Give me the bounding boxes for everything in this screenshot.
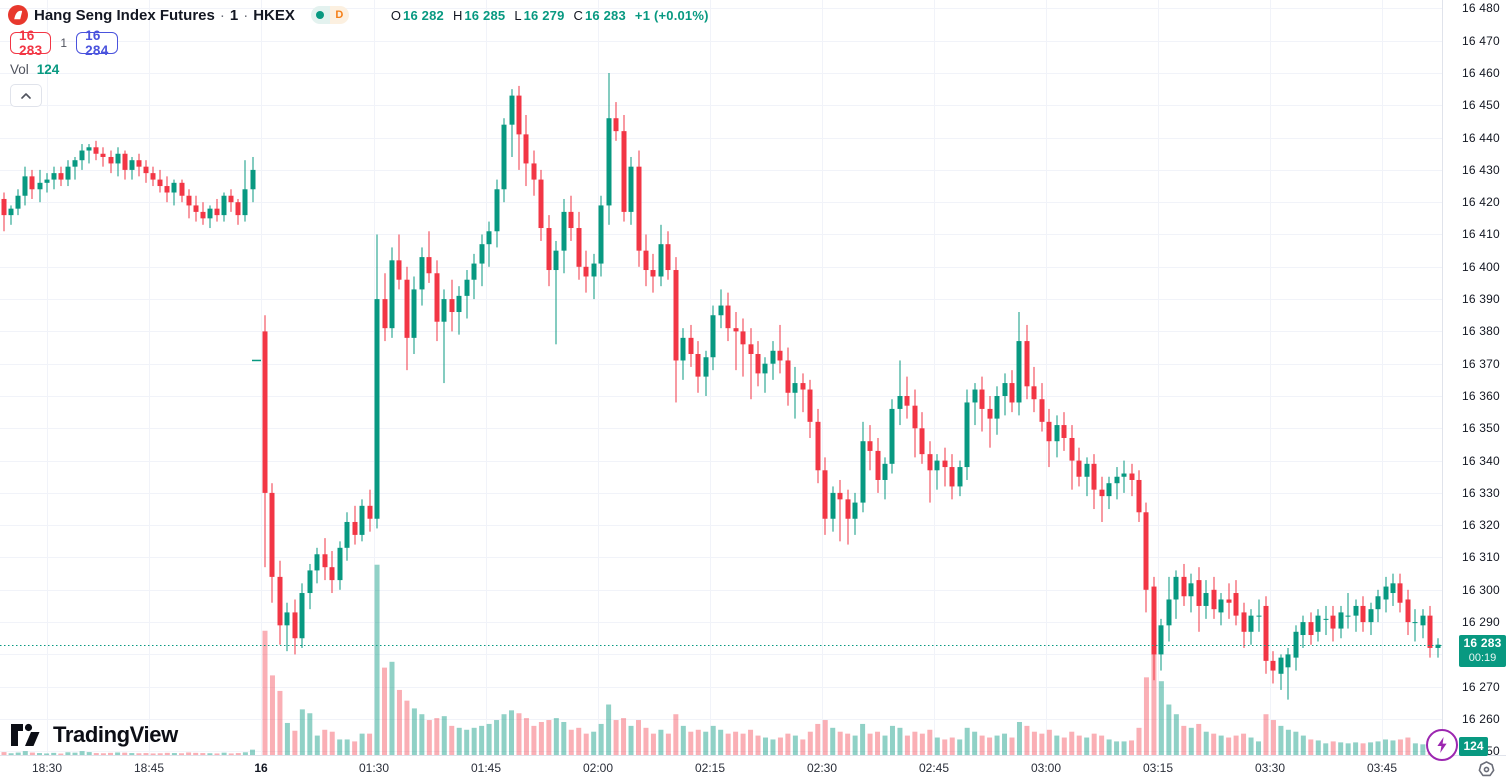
current-price-value: 16 283 [1463,635,1502,650]
separator: · [243,6,249,24]
close-value: 16 283 [584,7,626,23]
spread-value: 1 [60,36,68,50]
time-axis-label: 01:45 [470,761,502,775]
volume-indicator-value: 124 [36,62,60,77]
time-axis-label: 03:30 [1254,761,1286,775]
bid-button[interactable]: 16 283 [10,28,52,58]
instant-trading-button[interactable] [1426,729,1458,761]
time-axis[interactable]: 18:30 18:45 16 01:30 01:45 02:00 02:15 02:30 02:… [0,755,1506,781]
change-value: +1 (+0.01%) [634,7,709,23]
tradingview-logo-icon [11,723,40,746]
price-axis-label: 16 400 [1462,259,1500,274]
price-axis-label: 16 290 [1462,615,1500,630]
price-axis-label: 16 440 [1462,130,1500,145]
price-axis-label: 16 480 [1462,1,1500,16]
bid-ask-row: 16 283 1 16 284 [10,28,118,58]
symbol-logo-icon [8,5,28,25]
time-axis-label: 16 [254,761,268,775]
price-axis-label: 16 310 [1462,550,1500,565]
volume-indicator-row[interactable]: Vol 124 [10,62,59,77]
axis-settings-gear-icon[interactable] [1477,760,1496,779]
time-axis-label: 01:30 [358,761,390,775]
symbol-title-row[interactable]: Hang Seng Index Futures · 1 · HKEX D O 16… [8,4,709,26]
price-axis-label: 16 360 [1462,388,1500,403]
tradingview-brand-text: TradingView [53,722,178,747]
price-axis-label: 16 420 [1462,195,1500,210]
chevron-up-icon [21,92,31,99]
price-axis-label: 16 350 [1462,421,1500,436]
time-axis-label: 18:30 [31,761,63,775]
high-label: H [452,7,463,23]
price-axis-label: 16 410 [1462,227,1500,242]
time-axis-label: 03:00 [1030,761,1062,775]
low-value: 16 279 [523,7,565,23]
time-axis-label: 02:15 [694,761,726,775]
volume-indicator-label[interactable]: Vol [10,62,29,77]
price-axis-label: 16 370 [1462,356,1500,371]
time-axis-label: 02:45 [918,761,950,775]
open-value: 16 282 [403,7,444,23]
symbol-name[interactable]: Hang Seng Index Futures [34,6,215,24]
price-axis-label: 16 320 [1462,518,1500,533]
separator: · [219,6,225,24]
price-axis-label: 16 460 [1462,65,1500,80]
price-axis-label: 16 430 [1462,162,1500,177]
price-axis-label: 16 270 [1462,679,1500,694]
collapse-legend-button[interactable] [10,84,42,107]
exchange-label: HKEX [253,6,295,24]
low-label: L [514,7,522,23]
interval-label[interactable]: 1 [229,6,239,24]
lightning-bolt-icon [1437,737,1447,753]
market-status-pill[interactable]: D [310,6,349,24]
price-axis-label: 16 300 [1462,582,1500,597]
ohlc-readout: O 16 282 H 16 285 L 16 279 C 16 283 +1 (+0.0… [391,8,709,23]
bar-countdown: 00:19 [1468,651,1497,664]
high-value: 16 285 [464,7,506,23]
time-axis-label: 02:00 [582,761,614,775]
price-axis-label: 16 260 [1462,711,1500,726]
time-axis-label: 18:45 [133,761,165,775]
current-price-badge: 16 283 00:19 [1459,634,1506,667]
tradingview-watermark: TradingView [10,722,178,748]
time-axis-label: 02:30 [806,761,838,775]
market-open-dot-icon [310,6,330,24]
close-label: C [573,7,583,23]
delayed-data-badge: D [329,6,349,24]
price-axis-label: 16 380 [1462,324,1500,339]
time-axis-label: 03:45 [1366,761,1398,775]
candlestick-chart[interactable] [0,0,1442,755]
open-label: O [390,7,402,23]
price-axis-label: 16 340 [1462,453,1500,468]
price-axis-label: 16 470 [1462,33,1500,48]
current-volume-badge: 124 [1459,737,1488,756]
price-axis-label: 16 450 [1462,98,1500,113]
ask-button[interactable]: 16 284 [76,28,118,58]
time-axis-label: 03:15 [1142,761,1174,775]
price-axis-label: 16 390 [1462,292,1500,307]
price-axis-label: 16 330 [1462,485,1500,500]
